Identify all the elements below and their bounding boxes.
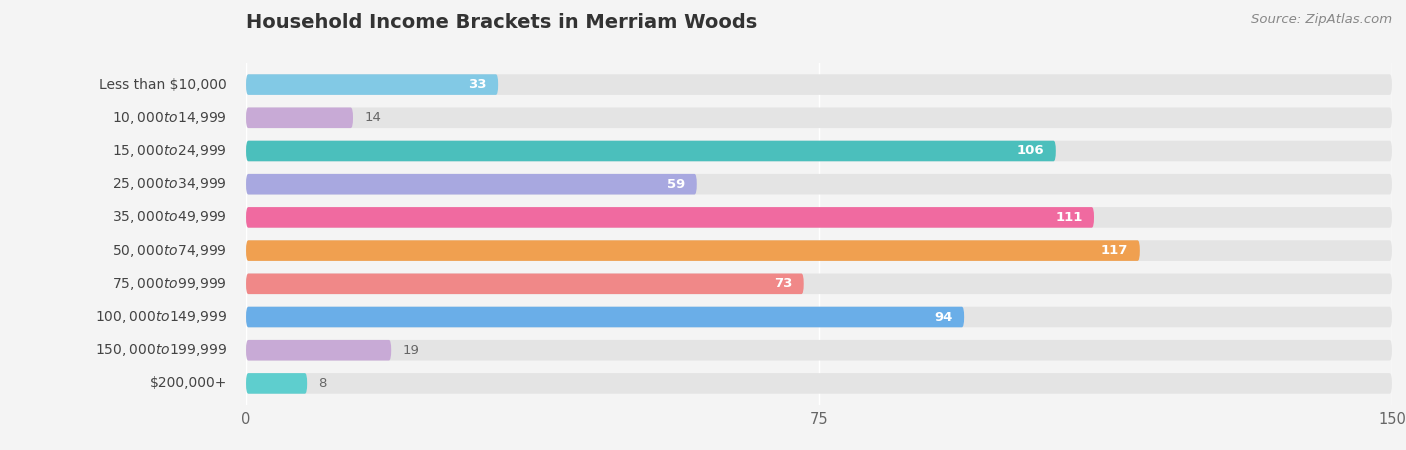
FancyBboxPatch shape bbox=[246, 141, 1056, 161]
Text: 8: 8 bbox=[319, 377, 328, 390]
Text: $75,000 to $99,999: $75,000 to $99,999 bbox=[112, 276, 226, 292]
Text: 111: 111 bbox=[1054, 211, 1083, 224]
Text: $150,000 to $199,999: $150,000 to $199,999 bbox=[94, 342, 226, 358]
Text: 19: 19 bbox=[402, 344, 419, 357]
Text: 73: 73 bbox=[773, 277, 792, 290]
Text: 59: 59 bbox=[666, 178, 685, 191]
FancyBboxPatch shape bbox=[246, 108, 1392, 128]
FancyBboxPatch shape bbox=[246, 307, 965, 327]
Text: 94: 94 bbox=[935, 310, 953, 324]
Text: 14: 14 bbox=[364, 111, 381, 124]
FancyBboxPatch shape bbox=[246, 274, 804, 294]
FancyBboxPatch shape bbox=[246, 141, 1392, 161]
Text: 106: 106 bbox=[1017, 144, 1045, 158]
FancyBboxPatch shape bbox=[246, 74, 498, 95]
FancyBboxPatch shape bbox=[246, 373, 1392, 394]
FancyBboxPatch shape bbox=[246, 174, 697, 194]
FancyBboxPatch shape bbox=[246, 174, 1392, 194]
FancyBboxPatch shape bbox=[246, 207, 1392, 228]
Text: $15,000 to $24,999: $15,000 to $24,999 bbox=[112, 143, 226, 159]
Text: Source: ZipAtlas.com: Source: ZipAtlas.com bbox=[1251, 14, 1392, 27]
Text: $200,000+: $200,000+ bbox=[149, 376, 226, 391]
Text: Household Income Brackets in Merriam Woods: Household Income Brackets in Merriam Woo… bbox=[246, 14, 758, 32]
FancyBboxPatch shape bbox=[246, 207, 1094, 228]
Text: 117: 117 bbox=[1101, 244, 1129, 257]
Text: Less than $10,000: Less than $10,000 bbox=[100, 77, 226, 92]
Text: $100,000 to $149,999: $100,000 to $149,999 bbox=[94, 309, 226, 325]
FancyBboxPatch shape bbox=[246, 340, 391, 360]
FancyBboxPatch shape bbox=[246, 240, 1140, 261]
Text: 33: 33 bbox=[468, 78, 486, 91]
FancyBboxPatch shape bbox=[246, 274, 1392, 294]
FancyBboxPatch shape bbox=[246, 340, 1392, 360]
FancyBboxPatch shape bbox=[246, 240, 1392, 261]
FancyBboxPatch shape bbox=[246, 307, 1392, 327]
Text: $50,000 to $74,999: $50,000 to $74,999 bbox=[112, 243, 226, 259]
Text: $10,000 to $14,999: $10,000 to $14,999 bbox=[112, 110, 226, 126]
Text: $35,000 to $49,999: $35,000 to $49,999 bbox=[112, 209, 226, 225]
FancyBboxPatch shape bbox=[246, 373, 307, 394]
FancyBboxPatch shape bbox=[246, 74, 1392, 95]
FancyBboxPatch shape bbox=[246, 108, 353, 128]
Text: $25,000 to $34,999: $25,000 to $34,999 bbox=[112, 176, 226, 192]
